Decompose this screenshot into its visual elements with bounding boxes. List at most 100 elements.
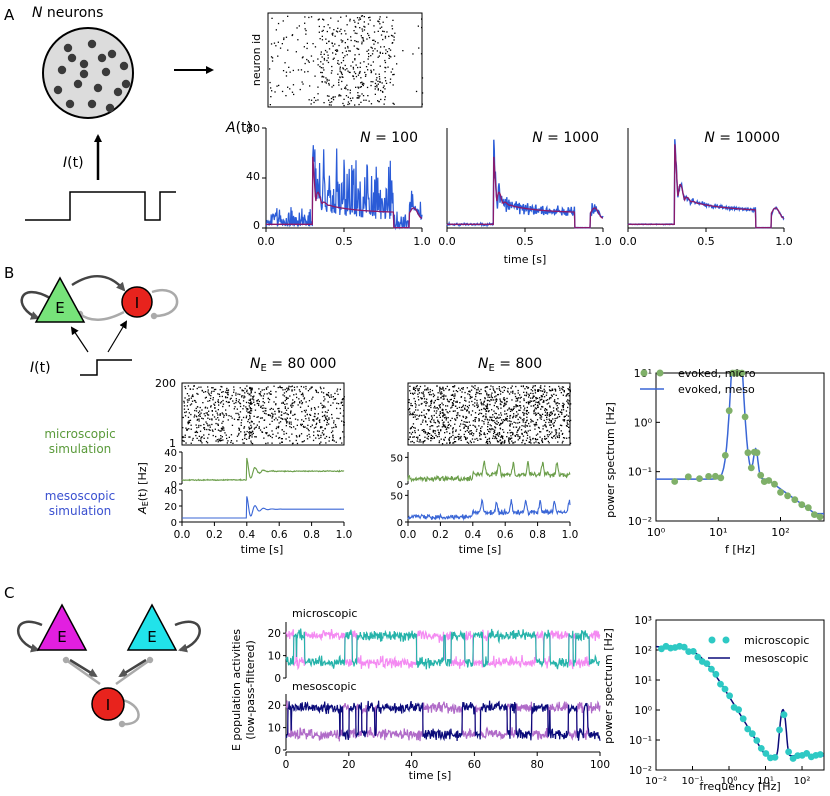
b-raster-spike — [492, 388, 494, 390]
b-raster-spike — [250, 395, 252, 397]
b-raster-spike — [509, 437, 512, 440]
c-legend-meso: mesoscopic — [744, 652, 809, 665]
raster-spike — [367, 69, 369, 71]
b-raster-spike — [473, 405, 476, 407]
raster-spike — [360, 77, 362, 79]
raster-spike — [359, 17, 361, 19]
b-raster-spike — [421, 421, 424, 423]
b-raster-spike — [489, 400, 491, 402]
b-raster-spike — [562, 394, 564, 396]
b-raster-spike — [556, 402, 558, 404]
b-raster-spike — [424, 430, 426, 433]
b-raster-spike — [544, 424, 546, 427]
b-raster-spike — [281, 438, 283, 440]
x-tick-label: 0.0 — [257, 235, 275, 248]
b-raster-spike — [441, 408, 444, 410]
b-raster-spike — [408, 399, 410, 401]
b-raster-spike — [526, 413, 528, 415]
b-raster-spike — [472, 434, 474, 437]
b-raster-spike — [542, 425, 544, 427]
b-raster-spike — [486, 441, 489, 443]
raster-spike — [383, 30, 385, 33]
b-raster-spike — [467, 407, 470, 409]
b-raster-spike — [448, 427, 450, 429]
b-raster-spike — [474, 412, 477, 414]
b-raster-spike — [462, 406, 464, 408]
b-raster-spike — [339, 438, 341, 440]
b-raster-spike — [442, 398, 444, 400]
b-raster-spike — [544, 385, 546, 387]
b-raster-spike — [500, 401, 502, 403]
b-raster-spike — [191, 439, 194, 441]
b-raster-spike — [492, 420, 494, 422]
b-raster-spike — [249, 414, 251, 417]
b-raster-spike — [416, 440, 418, 442]
raster-spike — [380, 98, 382, 101]
b-raster-spike — [300, 400, 302, 402]
raster-spike — [287, 49, 289, 51]
b-raster-spike — [243, 431, 246, 433]
b-raster-spike — [555, 408, 558, 410]
c-spec-y-tick-label: 10¹ — [634, 675, 652, 687]
raster-spike — [273, 42, 276, 44]
b-raster-spike — [184, 434, 186, 436]
c-ts-trace-b — [285, 700, 601, 742]
b-raster-spike — [217, 409, 219, 411]
b-raster-spike — [410, 427, 412, 429]
b-raster-spike — [218, 438, 220, 440]
b-raster-spike — [216, 439, 218, 441]
b-raster-spike — [265, 410, 267, 412]
b-raster-spike — [545, 437, 548, 440]
b-raster-spike — [241, 438, 244, 441]
b-raster-spike — [510, 420, 512, 423]
b-raster-spike — [278, 416, 280, 418]
b-raster-spike — [239, 405, 242, 408]
raster-spike — [340, 95, 342, 97]
b-raster-spike — [209, 426, 211, 428]
raster-spike — [332, 97, 334, 99]
b-raster-spike — [516, 415, 518, 417]
raster-spike — [278, 84, 280, 87]
b-raster-spike — [288, 389, 290, 391]
b-raster-spike — [499, 398, 501, 400]
c-spectrum-micro-point — [748, 730, 756, 738]
b-raster-spike — [269, 423, 271, 425]
b-raster-spike — [301, 411, 303, 413]
b-raster-spike — [509, 414, 512, 417]
b-raster-spike — [524, 407, 526, 409]
panel-letter-c: C — [4, 584, 14, 602]
raster-spike — [342, 57, 345, 59]
b-raster-spike — [485, 413, 487, 415]
b-raster-spike — [515, 426, 518, 428]
b-raster-spike — [558, 428, 560, 430]
b-raster-spike — [278, 407, 280, 410]
raster-spike — [327, 54, 329, 56]
b-raster-spike — [539, 431, 541, 433]
b-raster-spike — [437, 420, 439, 423]
raster-spike — [421, 77, 424, 79]
c-e2-triangle — [126, 603, 178, 651]
raster-spike — [328, 82, 330, 85]
b-raster-spike — [229, 398, 231, 400]
b-raster-spike — [487, 399, 489, 402]
raster-spike — [386, 51, 389, 53]
b-raster-spike — [250, 427, 252, 429]
b-meso-label-2: simulation — [49, 504, 112, 518]
b-spectrum-micro-point — [753, 449, 761, 457]
b-raster-spike — [443, 439, 445, 441]
b-raster-spike — [425, 420, 427, 422]
b-x-tick-label: 0.2 — [432, 529, 449, 541]
c-spectrum-micro-point — [726, 692, 733, 700]
raster-spike — [313, 97, 315, 99]
b-raster-spike — [467, 428, 469, 430]
raster-spike — [308, 61, 310, 63]
raster-spike — [344, 47, 346, 49]
b-raster-spike — [443, 389, 445, 392]
b-raster-spike — [430, 437, 432, 439]
b-raster-spike — [506, 397, 508, 400]
b-raster-spike — [537, 433, 539, 435]
b-raster-spike — [429, 388, 431, 391]
b-raster-spike — [436, 436, 438, 438]
b-raster-spike — [244, 387, 246, 390]
a-xlabel: time [s] — [504, 253, 547, 266]
